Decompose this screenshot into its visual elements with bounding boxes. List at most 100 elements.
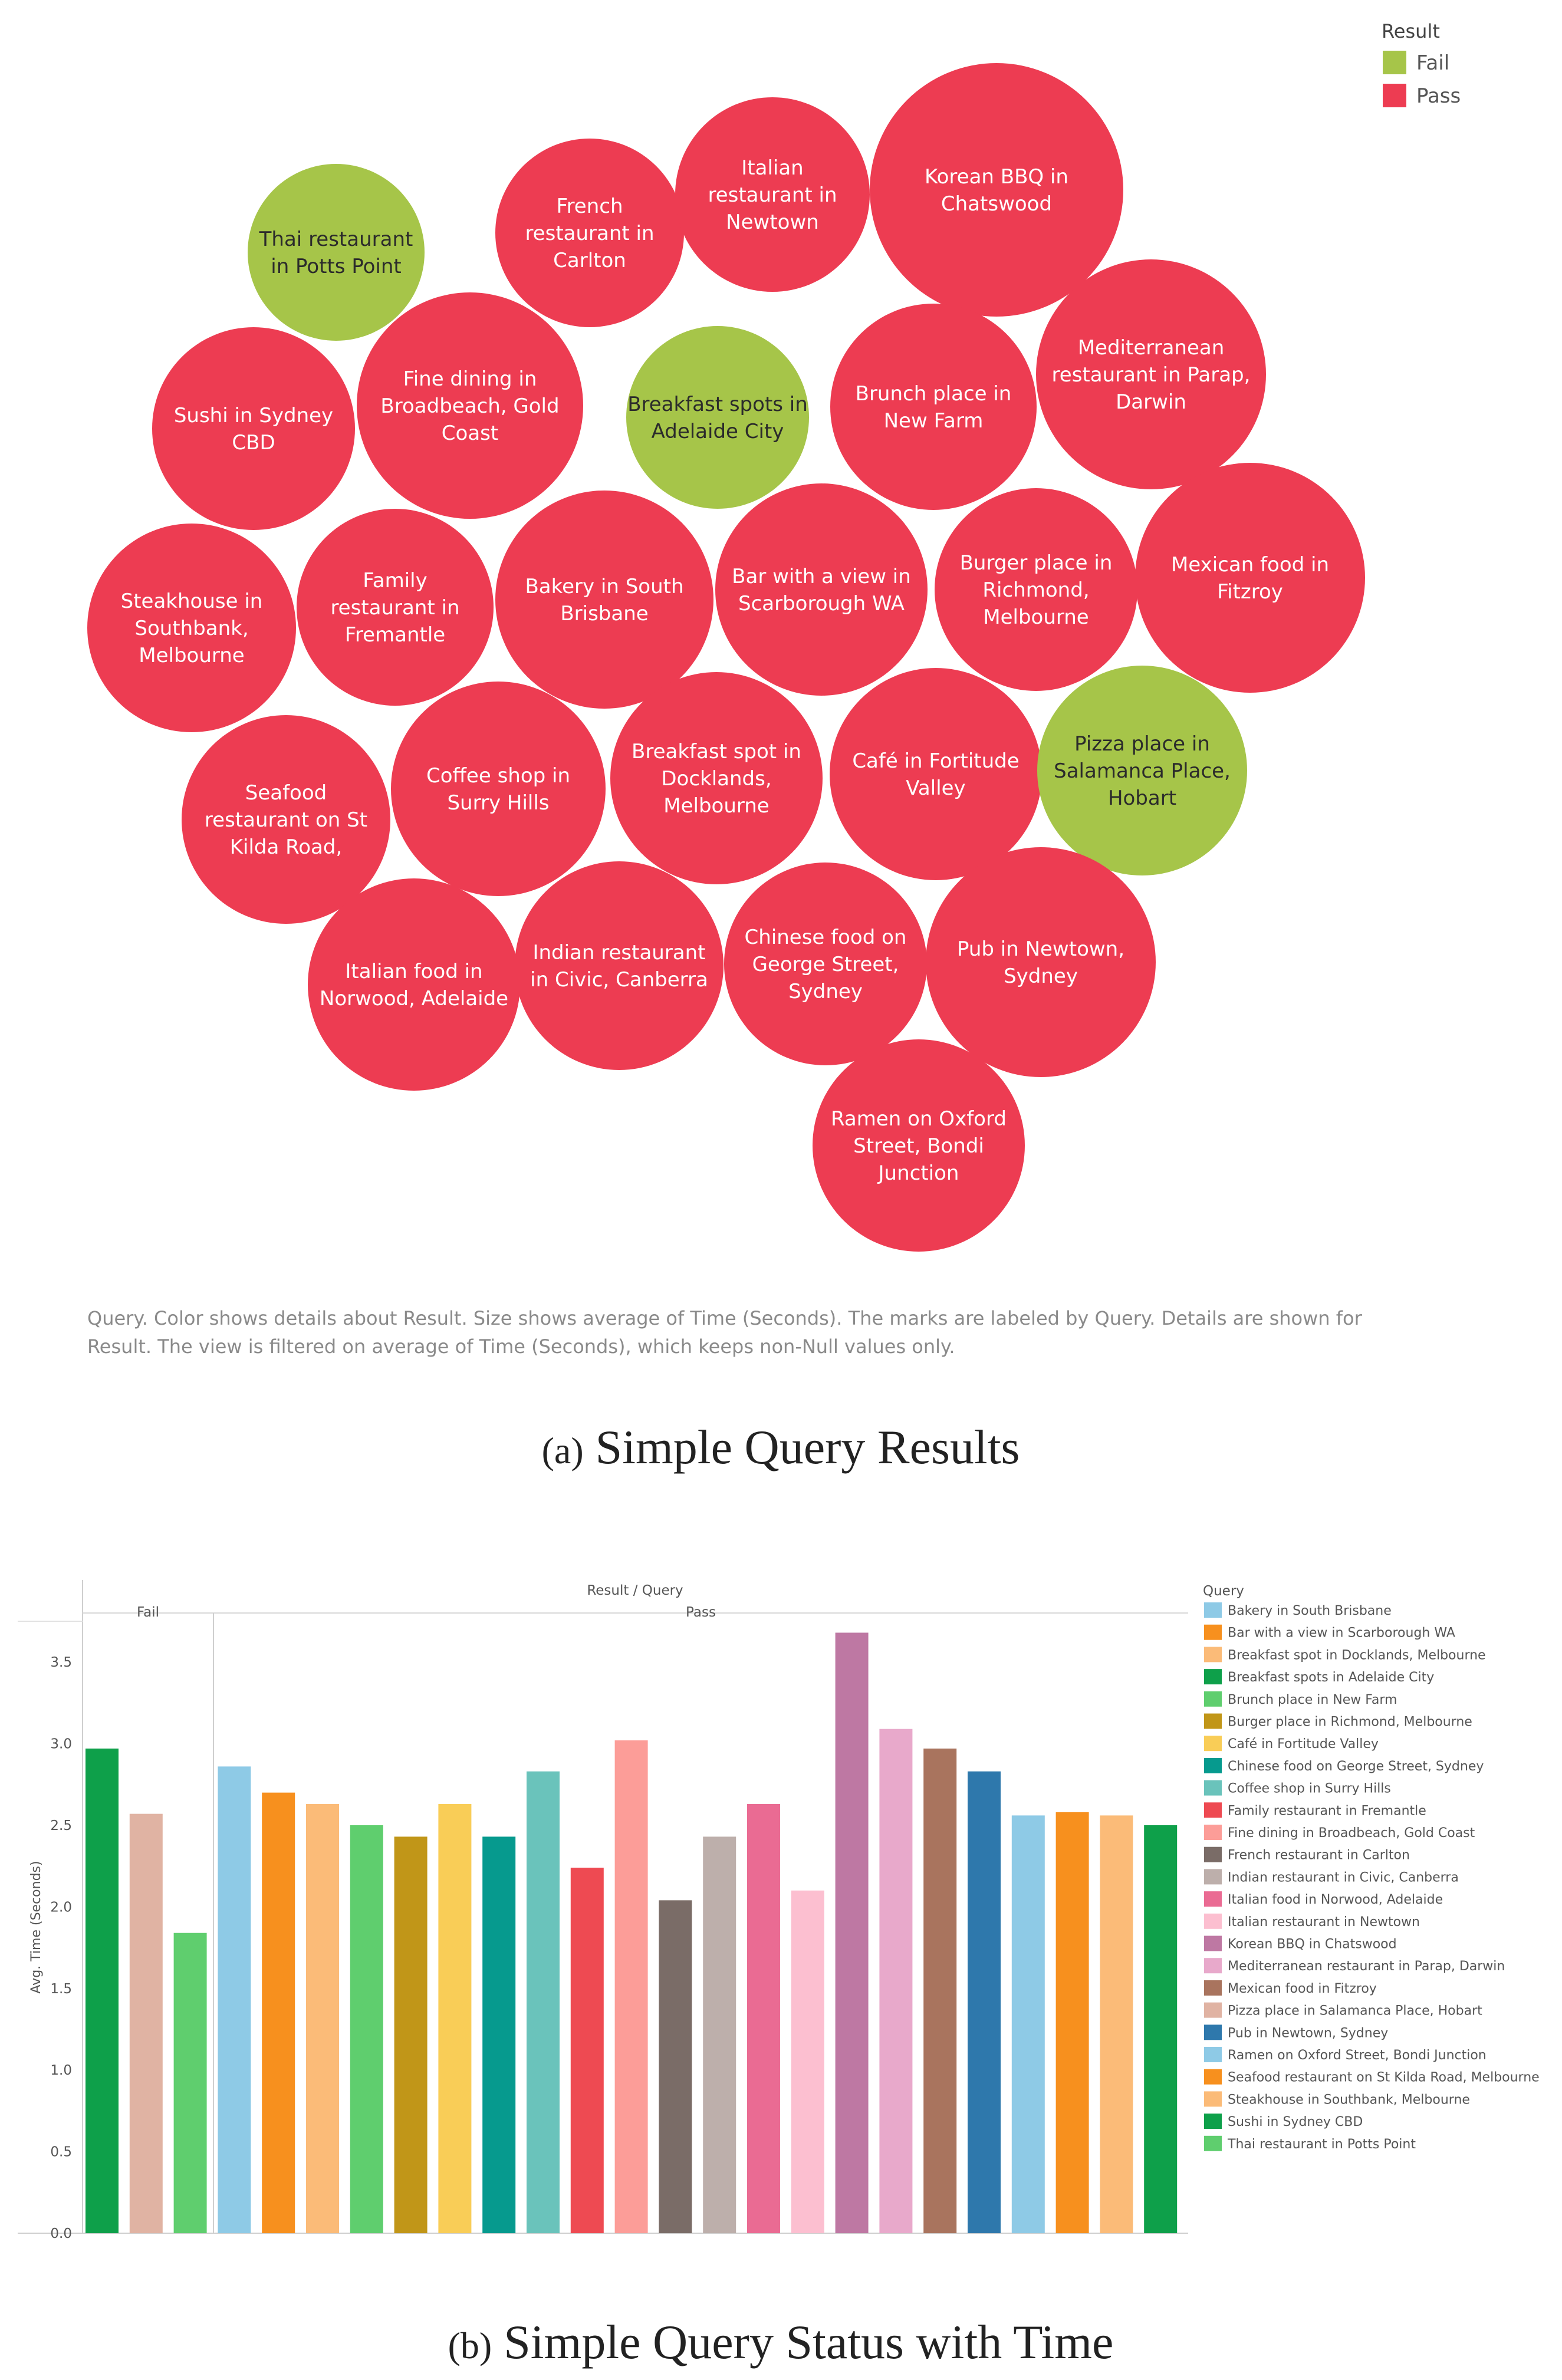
bubble-label-line: Steakhouse in	[121, 590, 263, 613]
bubble-label-line: Hobart	[1108, 786, 1176, 810]
bubble-circle	[87, 524, 296, 732]
bubble-indian-restaurant-in-civic-canberra: Indian restaurant in Civic, Canberra	[515, 861, 724, 1070]
bubble-circle	[248, 164, 425, 341]
bar-legend-label: Mediterranean restaurant in Parap, Darwi…	[1228, 1959, 1505, 1974]
bar-chart-title: Result / Query	[587, 1583, 683, 1598]
bar-legend-item: Thai restaurant in Potts Point	[1204, 2135, 1416, 2152]
bubble-pub-in-newtown-sydney: Pub in Newtown, Sydney	[926, 847, 1156, 1077]
bubble-label-line: Burger place in	[960, 551, 1113, 575]
bar-legend-label: Breakfast spots in Adelaide City	[1228, 1670, 1434, 1685]
bubble-label-line: Street, Bondi	[853, 1134, 984, 1158]
bar-italian-food-in-norwood-adelaide	[747, 1804, 780, 2233]
bubble-label-line: Melbourne	[663, 794, 769, 818]
bar-legend-swatch	[1204, 1935, 1222, 1951]
bubble-label-line: Carlton	[553, 249, 626, 272]
bar-breakfast-spots-in-adelaide-city	[86, 1748, 119, 2233]
bubble-circle	[626, 326, 809, 509]
bubble-label-line: Salamanca Place,	[1054, 759, 1231, 783]
bubble-label-line: Sydney	[788, 980, 863, 1003]
bar-sushi-in-sydney-cbd	[1144, 1825, 1178, 2233]
bar-legend-swatch	[1204, 1980, 1222, 1996]
bubble-label-line: Family	[363, 569, 427, 592]
bubble-label-line: Southbank,	[134, 617, 248, 640]
bar-legend-item: Family restaurant in Fremantle	[1204, 1802, 1426, 1818]
bubble-circle	[715, 483, 928, 696]
bar-thai-restaurant-in-potts-point	[173, 1933, 207, 2233]
bar-italian-restaurant-in-newtown	[791, 1890, 824, 2233]
bar-legend-item: Pizza place in Salamanca Place, Hobart	[1204, 2002, 1482, 2019]
bubble-label-line: New Farm	[884, 409, 984, 433]
bar-breakfast-spot-in-docklands-melbourne	[306, 1804, 339, 2233]
bar-legend-swatch	[1204, 1891, 1222, 1907]
bar-burger-place-in-richmond-melbourne	[394, 1836, 428, 2233]
bar-legend-item: Mediterranean restaurant in Parap, Darwi…	[1204, 1958, 1505, 1974]
bar-legend-swatch	[1204, 1825, 1222, 1840]
bubble-mediterranean-restaurant-in-parap-darwin: Mediterranean restaurant in Parap, Darwin	[1036, 259, 1266, 489]
bubble-fine-dining-in-broadbeach-gold-coast: Fine dining in Broadbeach, Gold Coast	[357, 292, 583, 519]
bubble-legend: Result Fail Pass	[1382, 20, 1461, 108]
bar-legend-swatch	[1204, 2069, 1222, 2085]
bar-legend-label: Burger place in Richmond, Melbourne	[1228, 1715, 1472, 1730]
bubble-label-line: Coffee shop in	[426, 764, 570, 788]
bubble-circle	[1135, 463, 1365, 693]
bubble-label-line: restaurant in Parap,	[1052, 363, 1251, 387]
bar-legend-title: Query	[1203, 1584, 1244, 1599]
bar-legend-swatch	[1204, 1624, 1222, 1640]
bubble-label-line: Valley	[906, 776, 965, 800]
bubble-circle	[926, 847, 1156, 1077]
bar-legend-item: Breakfast spots in Adelaide City	[1204, 1669, 1434, 1685]
bar-legend-item: French restaurant in Carlton	[1204, 1846, 1410, 1863]
bubble-label-line: Sushi in Sydney	[174, 404, 333, 427]
bar-steakhouse-in-southbank-melbourne	[1100, 1815, 1133, 2233]
bubble-label-line: Ramen on Oxford	[831, 1107, 1007, 1131]
bar-legend-item: Fine dining in Broadbeach, Gold Coast	[1204, 1825, 1475, 1841]
bubble-label-line: Thai restaurant	[259, 228, 413, 251]
y-tick-label: 3.5	[50, 1655, 72, 1670]
bar-legend-swatch	[1204, 2114, 1222, 2129]
bubble-label-line: Korean BBQ in	[925, 165, 1068, 189]
bar-legend-label: Café in Fortitude Valley	[1228, 1737, 1379, 1752]
bubble-label-line: Adelaide City	[652, 420, 784, 443]
bar-legend-item: Brunch place in New Farm	[1204, 1691, 1397, 1707]
y-tick-label: 2.5	[50, 1818, 72, 1833]
bar-legend-label: Italian food in Norwood, Adelaide	[1228, 1892, 1443, 1907]
y-axis-label: Avg. Time (Seconds)	[29, 1861, 44, 1993]
legend-swatch-fail	[1383, 51, 1406, 74]
legend-label-pass: Pass	[1416, 84, 1461, 108]
bubble-label-line: restaurant in	[330, 596, 459, 620]
bubble-label-line: Pub in Newtown,	[957, 937, 1124, 961]
bubble-label-line: Italian food in	[345, 960, 482, 983]
bar-legend-label: Bakery in South Brisbane	[1228, 1604, 1392, 1618]
bar-indian-restaurant-in-civic-canberra	[703, 1836, 736, 2233]
bar-legend-item: Chinese food on George Street, Sydney	[1204, 1757, 1484, 1774]
bubble-circle	[675, 97, 870, 292]
chart-note-line-2: Result. The view is filtered on average …	[87, 1335, 955, 1358]
bar-seafood-restaurant-on-st-kilda-road-melbourne	[1055, 1812, 1089, 2233]
bar-legend-label: Breakfast spot in Docklands, Melbourne	[1228, 1648, 1486, 1663]
bubble-bakery-in-south-brisbane: Bakery in South Brisbane	[495, 491, 713, 709]
group-label-fail: Fail	[137, 1605, 159, 1620]
bar-legend-item: Pub in Newtown, Sydney	[1204, 2025, 1388, 2040]
caption-b: (b) Simple Query Status with Time	[448, 2315, 1114, 2369]
bar-korean-bbq-in-chatswood	[835, 1632, 869, 2233]
bubble-label-line: Indian restaurant	[532, 941, 705, 964]
bubble-circle	[610, 672, 823, 884]
bar-chart: Result / Query Fail Pass 0.0 0.5 1.0 1.5 2.0 2.5…	[18, 1580, 1188, 2241]
legend-swatch-pass	[1383, 84, 1406, 107]
bar-legend-swatch	[1204, 1780, 1222, 1796]
bubble-circle	[182, 715, 390, 924]
bubble-chart: Thai restaurant in Potts Point French resta…	[87, 63, 1365, 1252]
bar-legend-item: Indian restaurant in Civic, Canberra	[1204, 1869, 1459, 1885]
bubble-label-line: Norwood, Adelaide	[320, 987, 508, 1010]
bar-legend-item: Steakhouse in Southbank, Melbourne	[1204, 2091, 1470, 2107]
bubble-label-line: Mexican food in	[1171, 553, 1329, 577]
y-tick-label: 3.0	[50, 1737, 72, 1752]
bubble-label-line: in Civic, Canberra	[530, 968, 708, 992]
bar-legend-swatch	[1204, 1913, 1222, 1929]
bubble-label-line: Brunch place in	[856, 382, 1012, 406]
bubble-label-line: Darwin	[1116, 390, 1186, 414]
bar-legend-label: Italian restaurant in Newtown	[1228, 1915, 1420, 1930]
bubble-label-line: Coast	[442, 422, 498, 445]
bubble-label-line: Sydney	[1004, 964, 1078, 988]
